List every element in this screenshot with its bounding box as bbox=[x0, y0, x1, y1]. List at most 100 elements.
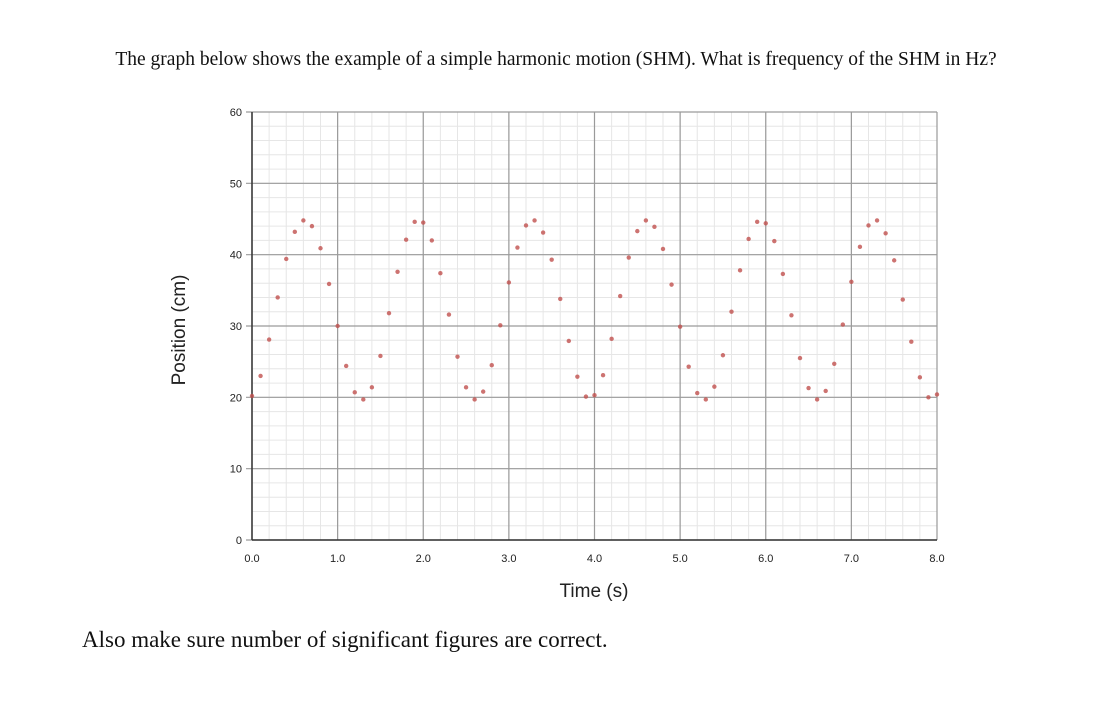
data-point bbox=[891, 258, 897, 263]
x-tick-label: 8.0 bbox=[929, 553, 944, 565]
data-point bbox=[395, 269, 400, 274]
data-point bbox=[866, 223, 871, 228]
data-point bbox=[746, 236, 751, 242]
x-tick-label: 2.0 bbox=[416, 553, 431, 565]
data-point bbox=[403, 237, 409, 242]
data-point bbox=[643, 218, 649, 223]
data-point bbox=[780, 271, 786, 277]
data-point bbox=[489, 363, 494, 368]
data-point bbox=[934, 392, 940, 397]
data-point bbox=[660, 246, 666, 252]
data-point bbox=[446, 312, 452, 317]
data-point bbox=[284, 256, 289, 262]
data-point bbox=[378, 353, 383, 359]
data-point bbox=[506, 280, 512, 285]
data-point bbox=[772, 238, 777, 244]
data-point bbox=[712, 384, 717, 389]
y-axis-title: Position (cm) bbox=[169, 275, 190, 386]
y-tick-label: 30 bbox=[230, 321, 242, 333]
data-point bbox=[361, 397, 366, 402]
x-tick-label: 0.0 bbox=[244, 553, 259, 565]
data-point bbox=[857, 244, 863, 250]
x-tick-label: 4.0 bbox=[587, 553, 602, 565]
data-point bbox=[429, 238, 435, 243]
data-point bbox=[849, 279, 854, 284]
data-point bbox=[677, 324, 683, 329]
data-point bbox=[326, 281, 332, 287]
data-point bbox=[575, 374, 580, 379]
data-point bbox=[909, 339, 914, 344]
data-point bbox=[832, 361, 837, 367]
data-point bbox=[669, 282, 674, 287]
data-point bbox=[523, 223, 529, 228]
data-point bbox=[592, 392, 597, 398]
data-point bbox=[814, 397, 820, 402]
data-points bbox=[249, 218, 940, 402]
data-point bbox=[266, 337, 272, 342]
x-axis-title: Time (s) bbox=[560, 581, 629, 602]
data-point bbox=[463, 385, 469, 390]
data-point bbox=[652, 224, 657, 230]
data-point bbox=[806, 385, 811, 391]
data-point bbox=[823, 388, 828, 394]
data-point bbox=[609, 336, 614, 342]
data-point bbox=[412, 219, 417, 225]
data-point bbox=[421, 220, 426, 225]
axes bbox=[251, 112, 937, 541]
data-point bbox=[617, 293, 623, 299]
x-tick-label: 6.0 bbox=[758, 553, 773, 565]
data-point bbox=[301, 218, 306, 223]
data-point bbox=[335, 323, 340, 329]
data-point bbox=[797, 355, 803, 361]
data-point bbox=[386, 310, 392, 316]
data-point bbox=[729, 309, 734, 314]
data-point bbox=[472, 397, 477, 402]
data-point bbox=[720, 353, 726, 358]
y-tick-label: 40 bbox=[230, 250, 242, 262]
data-point bbox=[763, 221, 768, 226]
x-tick-labels: 0.0 1.0 2.0 3.0 4.0 5.0 6.0 7.0 8.0 bbox=[244, 553, 944, 565]
data-point bbox=[626, 255, 631, 260]
y-tick-label: 50 bbox=[230, 178, 242, 190]
y-tick-label: 10 bbox=[230, 464, 242, 476]
data-point bbox=[318, 246, 323, 251]
data-point bbox=[754, 219, 760, 225]
data-point bbox=[686, 364, 691, 369]
data-point bbox=[566, 338, 572, 344]
data-point bbox=[926, 395, 931, 400]
data-point bbox=[874, 218, 880, 223]
data-point bbox=[600, 373, 606, 378]
x-tick-label: 5.0 bbox=[672, 553, 687, 565]
data-point bbox=[498, 323, 503, 328]
data-point bbox=[343, 363, 349, 369]
data-point bbox=[900, 297, 905, 302]
data-point bbox=[583, 394, 589, 399]
data-point bbox=[438, 271, 443, 276]
data-point bbox=[635, 228, 640, 234]
x-tick-label: 1.0 bbox=[330, 553, 345, 565]
data-point bbox=[540, 230, 546, 235]
y-tick-label: 20 bbox=[230, 392, 242, 404]
x-tick-label: 3.0 bbox=[501, 553, 516, 565]
data-point bbox=[275, 295, 280, 300]
data-point bbox=[789, 313, 794, 318]
data-point bbox=[703, 397, 709, 402]
significant-figures-note: Also make sure number of significant fig… bbox=[82, 627, 608, 652]
y-tick-label: 0 bbox=[236, 535, 242, 547]
y-tick-labels: 0 10 20 30 40 50 60 bbox=[230, 107, 242, 547]
major-grid bbox=[246, 111, 938, 541]
data-point bbox=[480, 389, 486, 394]
data-point bbox=[558, 296, 563, 302]
data-point bbox=[309, 223, 315, 229]
question-text: The graph below shows the example of a s… bbox=[115, 49, 997, 70]
data-point bbox=[292, 229, 298, 235]
data-point bbox=[455, 354, 460, 359]
data-point bbox=[515, 245, 520, 250]
data-point bbox=[532, 218, 537, 223]
data-point bbox=[352, 390, 357, 395]
data-point bbox=[737, 268, 743, 273]
data-point bbox=[883, 231, 888, 236]
data-point bbox=[258, 373, 263, 379]
x-tick-label: 7.0 bbox=[844, 553, 859, 565]
